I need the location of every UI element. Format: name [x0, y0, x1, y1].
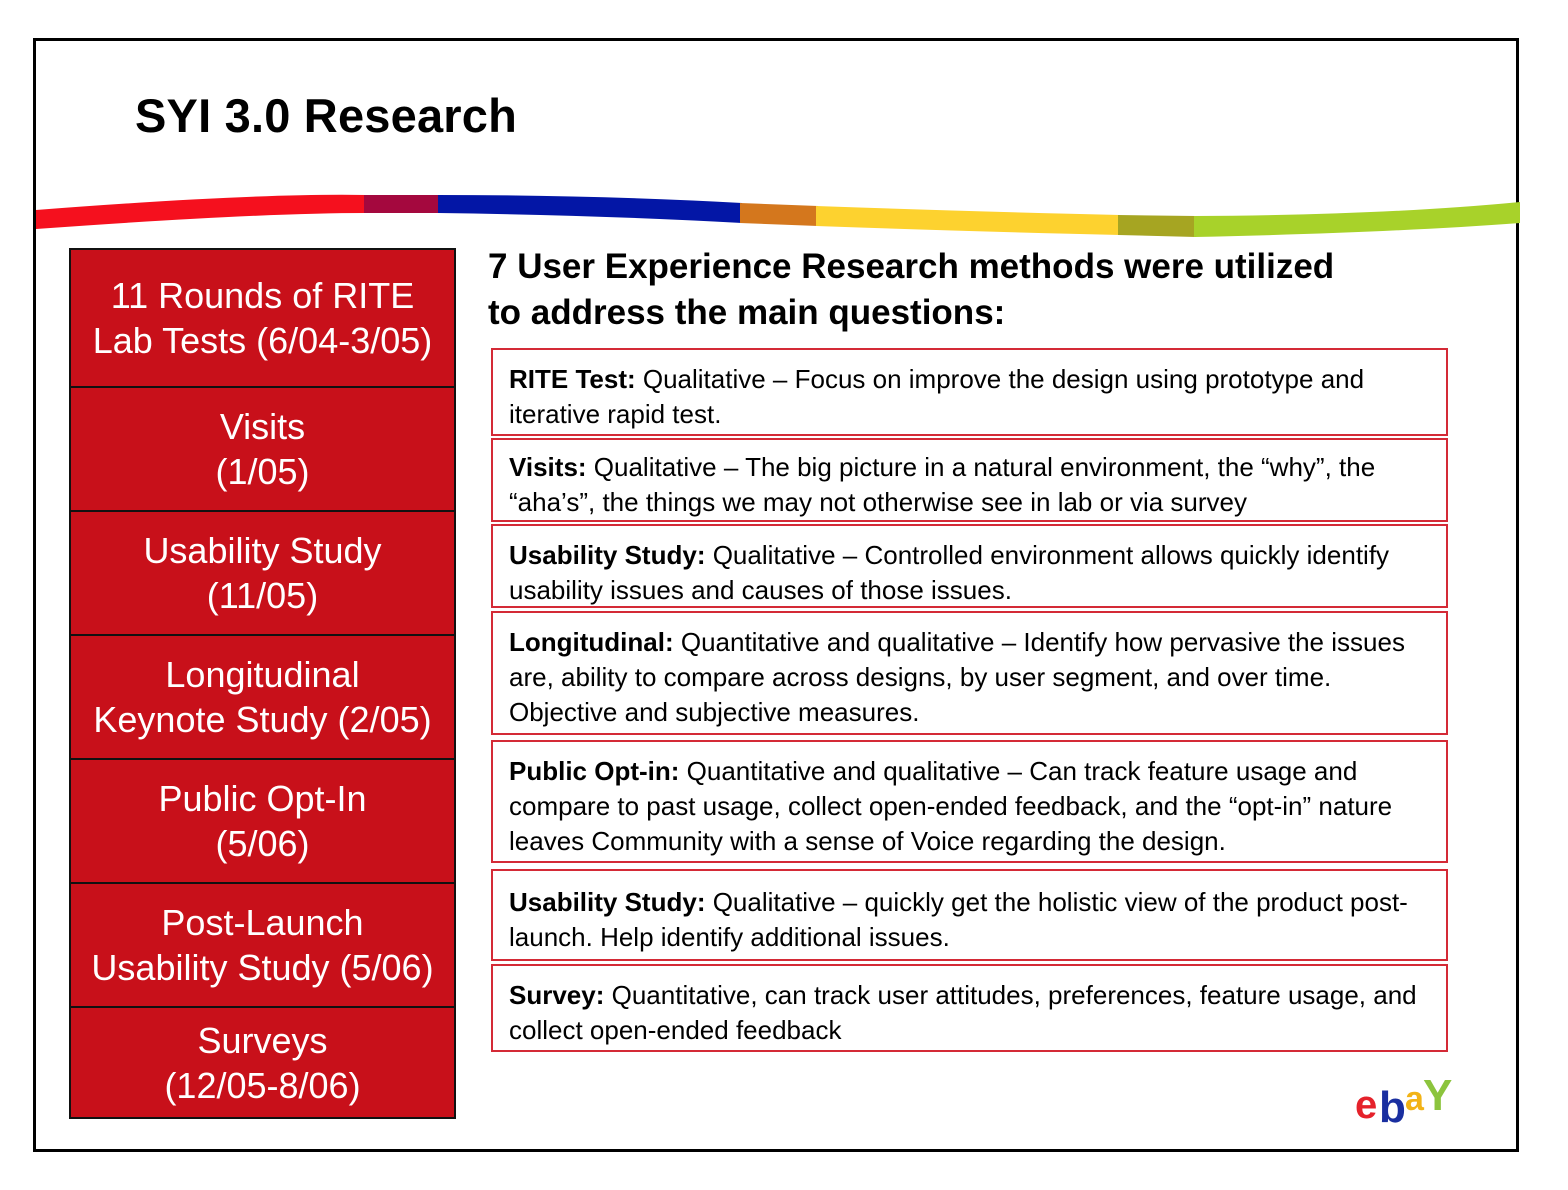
timeline-item-line1: Surveys: [197, 1019, 328, 1061]
timeline-item-line2: (11/05): [206, 575, 319, 616]
method-description: Qualitative – quickly get the holistic v…: [509, 887, 1408, 952]
method-box: Visits: Qualitative – The big picture in…: [491, 438, 1448, 522]
method-description: Quantitative and qualitative – Can track…: [509, 756, 1393, 856]
method-name: RITE Test:: [509, 364, 636, 394]
timeline-item-line1: Post-Launch: [161, 902, 364, 943]
svg-text:e: e: [1355, 1083, 1377, 1125]
timeline-item-line2: Keynote Study (2/05): [93, 699, 432, 740]
timeline-item: Visits (1/05): [71, 388, 454, 512]
method-description: Qualitative – Focus on improve the desig…: [509, 364, 1365, 429]
ebay-logo: e b a Y: [1355, 1071, 1452, 1125]
timeline-item-line1: Longitudinal: [165, 654, 360, 695]
slide-title: SYI 3.0 Research: [135, 89, 518, 142]
svg-text:b: b: [1379, 1083, 1406, 1125]
timeline-item-line1: 11 Rounds of RITE: [110, 275, 415, 316]
rainbow-swoosh-divider: [36, 194, 1520, 237]
timeline-item: Public Opt-In (5/06): [71, 760, 454, 884]
timeline-item: Post-Launch Usability Study (5/06): [71, 884, 454, 1008]
method-name: Usability Study:: [509, 540, 706, 570]
timeline-item-line2: (5/06): [215, 823, 310, 864]
method-name: Longitudinal:: [509, 627, 674, 657]
method-box: Usability Study: Qualitative – Controlle…: [491, 524, 1448, 608]
method-description: Qualitative – Controlled environment all…: [509, 540, 1390, 605]
timeline-item-line2: (12/05-8/06): [164, 1064, 361, 1106]
svg-text:Y: Y: [1423, 1071, 1452, 1120]
method-name: Visits:: [509, 452, 587, 482]
timeline-item-line1: Visits: [219, 406, 306, 447]
method-box: Survey: Quantitative, can track user att…: [491, 964, 1448, 1052]
timeline-item-line2: Lab Tests (6/04-3/05): [92, 320, 433, 361]
method-box: Usability Study: Qualitative – quickly g…: [491, 869, 1448, 961]
method-name: Survey:: [509, 980, 605, 1010]
intro-line1: 7 User Experience Research methods were …: [488, 247, 1335, 286]
timeline-item-line1: Usability Study: [143, 530, 382, 571]
timeline-item: Usability Study (11/05): [71, 512, 454, 636]
intro-line2: to address the main questions:: [488, 293, 1006, 332]
method-name: Usability Study:: [509, 887, 706, 917]
method-box: RITE Test: Qualitative – Focus on improv…: [491, 348, 1448, 436]
timeline-item-line2: Usability Study (5/06): [91, 947, 434, 988]
method-description: Quantitative, can track user attitudes, …: [509, 980, 1417, 1045]
timeline-item-line2: (1/05): [215, 451, 310, 492]
svg-text:a: a: [1405, 1080, 1425, 1118]
timeline-item: Longitudinal Keynote Study (2/05): [71, 636, 454, 760]
method-description: Qualitative – The big picture in a natur…: [509, 452, 1376, 517]
timeline-item-line1: Public Opt-In: [158, 778, 367, 819]
timeline-item: Surveys (12/05-8/06): [71, 1008, 454, 1117]
method-box: Public Opt-in: Quantitative and qualitat…: [491, 740, 1448, 863]
research-timeline: 11 Rounds of RITE Lab Tests (6/04-3/05) …: [69, 248, 456, 1119]
method-box: Longitudinal: Quantitative and qualitati…: [491, 611, 1448, 735]
method-name: Public Opt-in:: [509, 756, 680, 786]
method-description: Quantitative and qualitative – Identify …: [509, 627, 1405, 727]
methods-intro-heading: 7 User Experience Research methods were …: [488, 244, 1448, 336]
timeline-item: 11 Rounds of RITE Lab Tests (6/04-3/05): [71, 250, 454, 388]
